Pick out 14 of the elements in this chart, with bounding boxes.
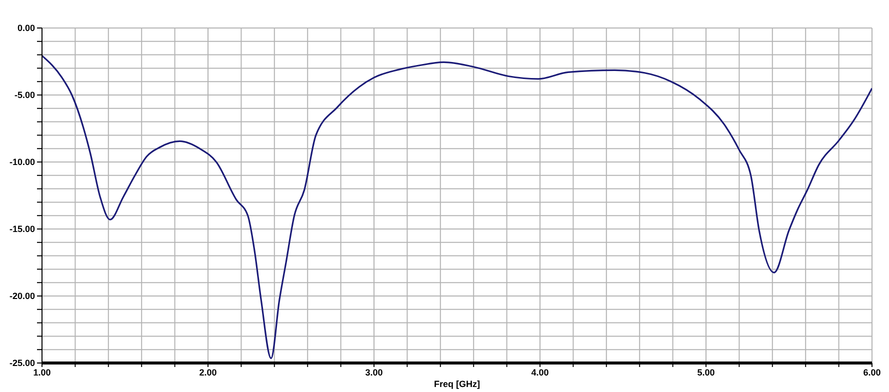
y-tick-label: -10.00 — [9, 157, 35, 168]
y-tick-label: -20.00 — [9, 291, 35, 302]
y-tick-label: -5.00 — [14, 90, 35, 100]
x-tick-label: 2.00 — [199, 367, 217, 378]
x-tick-label: 4.00 — [531, 367, 549, 378]
y-tick-label: -15.00 — [9, 224, 35, 234]
x-axis-title: Freq [GHz] — [434, 379, 480, 389]
x-tick-label: 6.00 — [863, 367, 881, 378]
line-series — [42, 54, 872, 360]
x-tick-label: 3.00 — [365, 367, 383, 378]
y-tick-label: 0.00 — [17, 23, 35, 34]
x-tick-label: 5.00 — [697, 367, 715, 378]
x-tick-label: 1.00 — [33, 367, 51, 378]
y-tick-label: -25.00 — [9, 358, 35, 368]
